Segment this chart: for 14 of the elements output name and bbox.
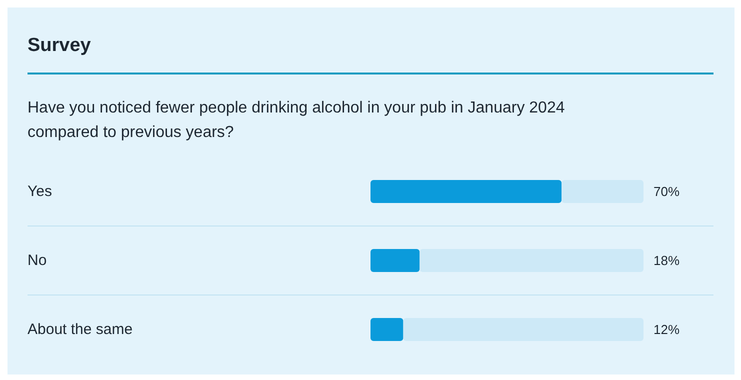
bar [403,318,644,341]
text: Survey [28,35,92,56]
data-label: 18% [654,253,680,268]
bar [370,180,562,203]
y-tick-label: No [28,252,47,269]
bar [562,180,644,203]
bar [420,249,644,272]
chart-subtitle: Have you noticed fewer people drinking alcohol in your pub in January 2024 compared to previous years? [28,100,565,142]
data-label: 70% [654,184,680,199]
y-tick-label: Yes [28,183,52,200]
data-label: 12% [654,322,680,337]
y-tick-label: About the same [28,321,133,338]
bar [370,318,404,341]
bar [370,249,420,272]
